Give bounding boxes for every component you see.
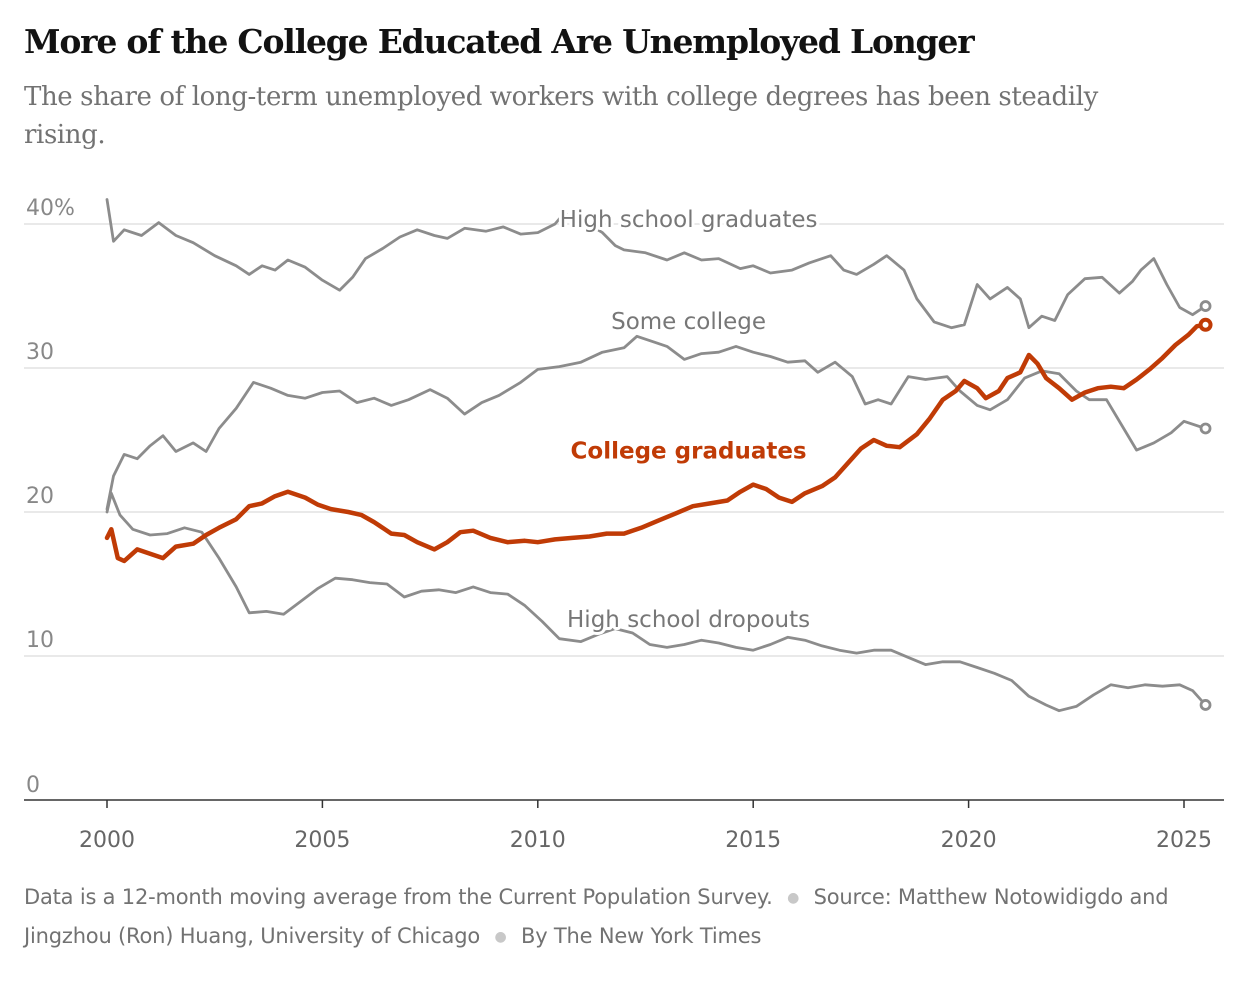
series-end-marker: [1199, 699, 1212, 711]
separator-dot: ●: [494, 929, 507, 945]
line-chart: 0 10 20 30 40% 2000 2005 2010 2015 2020 2025 High …: [24, 196, 1224, 853]
axes: 0 10 20 30 40% 2000 2005 2010 2015 2020 2025: [24, 196, 1224, 853]
series-labels: High school graduates Some college College…: [557, 204, 821, 636]
y-tick-label: 20: [26, 484, 54, 509]
series-label: Some college: [611, 309, 766, 335]
x-tick-label: 2025: [1156, 828, 1212, 853]
footer-note: Data is a 12-month moving average from t…: [24, 885, 773, 909]
series-end-marker: [1198, 317, 1213, 332]
y-tick-label: 30: [26, 340, 54, 365]
series-line-college-graduates: [104, 322, 1208, 564]
footer-credit: By The New York Times: [520, 924, 762, 948]
x-tick-label: 2015: [725, 828, 781, 853]
series-label: College graduates: [571, 439, 807, 465]
x-tick-label: 2020: [941, 828, 997, 853]
x-tick-label: 2005: [294, 828, 350, 853]
series-lines: [104, 198, 1213, 713]
x-tick-label: 2010: [510, 828, 566, 853]
series-line-some-college: [105, 334, 1207, 511]
x-tick-label: 2000: [79, 828, 135, 853]
series-label: High school dropouts: [567, 607, 810, 633]
separator-dot: ●: [787, 890, 800, 906]
chart-footer: Data is a 12-month moving average from t…: [24, 878, 1204, 956]
series-line-high-school-dropouts: [105, 491, 1207, 713]
y-tick-label: 40%: [26, 196, 75, 221]
series-end-marker: [1199, 422, 1212, 435]
series-label: High school graduates: [560, 207, 818, 233]
series-end-marker: [1199, 300, 1212, 312]
series-line-high-school-graduates: [105, 198, 1207, 330]
y-tick-label: 0: [26, 773, 40, 798]
chart-subtitle: The share of long-term unemployed worker…: [24, 82, 1098, 150]
footer-source: Source: Matthew Notowidigdo and Jingzhou…: [24, 885, 1169, 948]
y-tick-label: 10: [26, 628, 54, 653]
chart-title: More of the College Educated Are Unemplo…: [24, 22, 975, 61]
